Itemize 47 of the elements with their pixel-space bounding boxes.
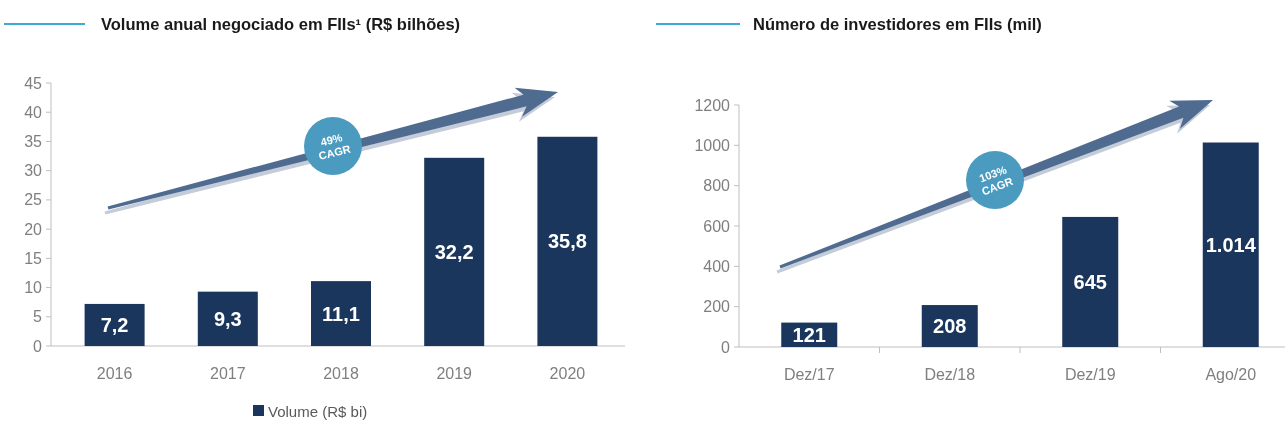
data-label: 7,2 bbox=[100, 313, 129, 336]
x-tick-label: Dez/17 bbox=[783, 365, 835, 383]
bar bbox=[1062, 216, 1119, 347]
y-tick-label: 40 bbox=[24, 103, 43, 121]
y-tick-label: 20 bbox=[24, 220, 43, 238]
y-tick-label: 35 bbox=[24, 132, 43, 150]
y-tick-label: 1000 bbox=[694, 136, 731, 154]
data-label: 35,8 bbox=[547, 230, 587, 253]
y-tick-label: 400 bbox=[703, 257, 731, 275]
y-tick-label: 30 bbox=[24, 162, 43, 180]
bar bbox=[537, 136, 598, 346]
bar bbox=[311, 281, 371, 346]
data-label: 208 bbox=[933, 315, 967, 338]
chart-title: Número de investidores em FIIs (mil) bbox=[753, 15, 1042, 33]
annotation: 49% CAGR bbox=[317, 131, 352, 163]
legend-label: Volume (R$ bi) bbox=[268, 402, 368, 420]
chart-title: Volume anual negociado em FIIs¹ (R$ bilhões) bbox=[101, 15, 461, 33]
data-label: 11,1 bbox=[322, 302, 360, 325]
data-label: 32,2 bbox=[434, 240, 474, 263]
x-tick-label: Dez/19 bbox=[1064, 365, 1116, 383]
y-tick-label: 1200 bbox=[694, 96, 731, 114]
y-tick-label: 45 bbox=[24, 74, 43, 92]
y-tick-label: 600 bbox=[703, 217, 731, 235]
y-tick-label: 0 bbox=[33, 337, 43, 355]
x-tick-label: Dez/18 bbox=[924, 365, 976, 383]
data-label: 1.014 bbox=[1205, 233, 1257, 256]
y-tick-label: 15 bbox=[24, 249, 43, 267]
x-tick-label: 2018 bbox=[323, 364, 359, 382]
y-tick-label: 0 bbox=[721, 338, 731, 356]
y-tick-label: 10 bbox=[24, 279, 43, 297]
y-tick-label: 25 bbox=[24, 191, 43, 209]
y-tick-label: 5 bbox=[33, 308, 43, 326]
data-label: 121 bbox=[792, 323, 826, 346]
bar bbox=[197, 291, 258, 346]
annotation: 103% CAGR bbox=[977, 163, 1015, 198]
bar bbox=[1202, 142, 1259, 347]
data-label: 9,3 bbox=[213, 307, 242, 330]
x-tick-label: 2016 bbox=[96, 364, 133, 382]
y-tick-label: 800 bbox=[703, 177, 731, 195]
bar bbox=[84, 303, 145, 346]
x-tick-label: 2019 bbox=[436, 364, 473, 382]
y-tick-label: 200 bbox=[703, 298, 731, 316]
bar bbox=[424, 157, 485, 346]
data-label: 645 bbox=[1073, 270, 1107, 293]
x-tick-label: 2017 bbox=[210, 364, 246, 382]
x-tick-label: Ago/20 bbox=[1205, 365, 1257, 383]
x-tick-label: 2020 bbox=[549, 364, 586, 382]
